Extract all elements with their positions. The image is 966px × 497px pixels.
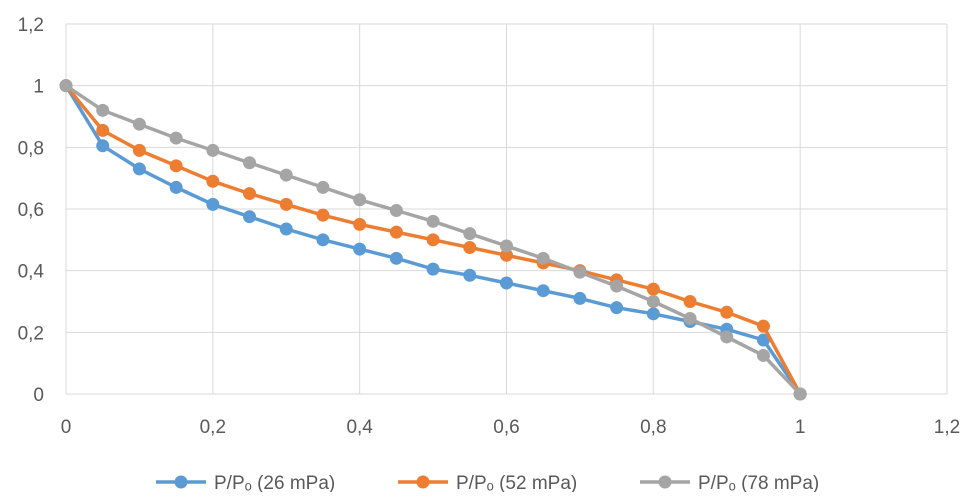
y-tick-label: 0,8 xyxy=(18,138,44,159)
data-point xyxy=(500,239,513,253)
data-point xyxy=(96,139,110,153)
data-point xyxy=(169,180,183,194)
data-point xyxy=(353,242,367,256)
data-point xyxy=(316,208,330,222)
data-point xyxy=(463,227,477,241)
data-point xyxy=(536,251,550,265)
data-point xyxy=(683,311,697,325)
data-point xyxy=(646,307,660,321)
data-point xyxy=(59,79,73,93)
data-point xyxy=(389,225,403,239)
data-point xyxy=(243,156,257,170)
data-point xyxy=(426,214,440,228)
data-point xyxy=(279,222,293,236)
data-point xyxy=(573,291,587,305)
data-point xyxy=(243,187,257,201)
data-point xyxy=(536,284,550,298)
series-2 xyxy=(59,79,807,401)
data-point xyxy=(646,282,660,296)
data-point xyxy=(353,193,367,207)
data-point xyxy=(610,279,624,293)
data-point xyxy=(389,251,403,265)
legend-label: P/Pₒ (26 mPa) xyxy=(214,473,335,492)
legend: P/Pₒ (26 mPa) P/Pₒ (52 mPa) P/Pₒ (78 mPa) xyxy=(156,473,819,494)
data-point xyxy=(756,348,770,362)
x-tick-label: 1,2 xyxy=(934,417,960,438)
data-point xyxy=(720,330,734,344)
x-tick-label: 0,8 xyxy=(640,417,666,438)
data-point xyxy=(463,241,477,255)
y-tick-label: 0,2 xyxy=(18,323,44,344)
data-point xyxy=(206,197,220,211)
data-point xyxy=(96,103,110,117)
data-point xyxy=(169,159,183,173)
y-tick-label: 0,6 xyxy=(18,200,44,221)
data-point xyxy=(646,295,660,308)
data-point xyxy=(610,301,624,315)
y-tick-label: 0 xyxy=(33,385,44,406)
data-point xyxy=(206,174,220,188)
x-axis-tick-labels: 0 0,2 0,4 0,6 0,8 1 1,2 xyxy=(61,417,961,438)
data-point xyxy=(683,295,697,308)
y-tick-label: 1 xyxy=(33,77,44,98)
data-point xyxy=(500,276,513,290)
data-point xyxy=(132,143,146,157)
legend-item-3: P/Pₒ (78 mPa) xyxy=(640,473,819,494)
data-point xyxy=(132,117,146,131)
data-point xyxy=(279,197,293,211)
data-point xyxy=(132,162,146,176)
legend-marker xyxy=(174,475,188,489)
data-point xyxy=(389,204,403,218)
y-tick-label: 0,4 xyxy=(18,262,45,283)
data-point xyxy=(573,265,587,279)
x-tick-label: 0,6 xyxy=(493,417,519,438)
data-point xyxy=(243,210,257,224)
series-3 xyxy=(59,79,807,401)
data-point xyxy=(96,123,110,137)
data-point xyxy=(463,268,477,282)
x-tick-label: 0,4 xyxy=(346,417,373,438)
data-point xyxy=(756,319,770,333)
data-point xyxy=(316,180,330,194)
legend-item-2: P/Pₒ (52 mPa) xyxy=(398,473,577,494)
legend-label: P/Pₒ (52 mPa) xyxy=(456,473,577,492)
data-point xyxy=(720,305,734,319)
legend-marker xyxy=(416,475,430,489)
legend-item-1: P/Pₒ (26 mPa) xyxy=(156,473,335,494)
legend-marker xyxy=(658,475,672,489)
series-1 xyxy=(59,79,807,401)
data-point xyxy=(500,248,513,262)
data-point xyxy=(426,233,440,247)
data-point xyxy=(169,131,183,145)
y-axis-tick-labels: 0 0,2 0,4 0,6 0,8 1 1,2 xyxy=(18,15,45,406)
grid xyxy=(65,23,948,395)
x-tick-label: 0,2 xyxy=(200,417,226,438)
data-point xyxy=(426,262,440,276)
data-point xyxy=(316,233,330,247)
series-layer xyxy=(59,79,807,401)
x-tick-label: 0 xyxy=(61,417,72,438)
data-point xyxy=(353,217,367,231)
y-tick-label: 1,2 xyxy=(18,15,44,36)
x-tick-label: 1 xyxy=(795,417,806,438)
legend-label: P/Pₒ (78 mPa) xyxy=(698,473,819,492)
data-point xyxy=(756,333,770,347)
data-point xyxy=(279,168,293,182)
data-point xyxy=(793,387,807,401)
data-point xyxy=(206,143,220,157)
